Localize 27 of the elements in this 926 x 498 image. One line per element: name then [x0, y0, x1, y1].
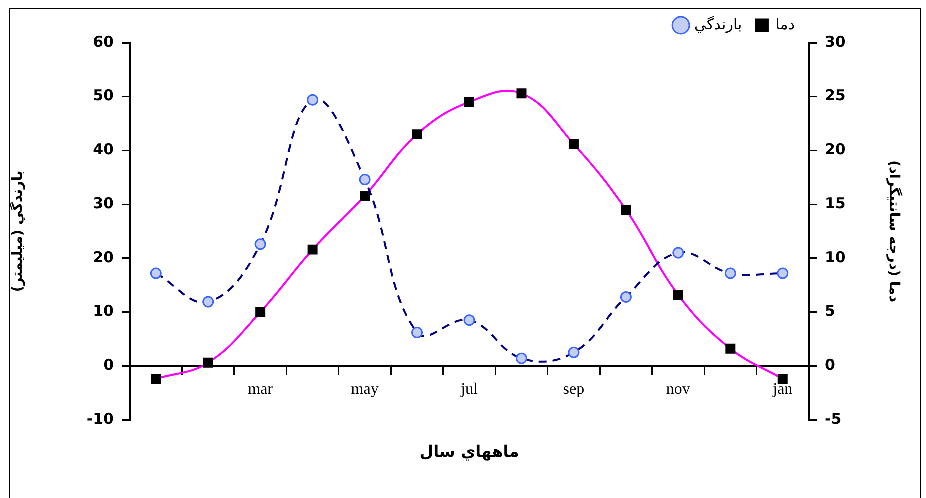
y-tick-label: 30: [93, 194, 114, 212]
x-tick-label: mar: [248, 380, 274, 398]
x-tick-label: jan: [772, 380, 793, 398]
y-tick-label: 0: [104, 356, 114, 374]
y2-tick-label: 0: [825, 356, 836, 374]
legend-label: بارندگي: [694, 15, 742, 34]
y2-tick-label: 25: [825, 86, 846, 105]
y2-tick-label: 30: [825, 32, 846, 51]
x-tick-label: jul: [460, 380, 478, 398]
x-tick-label: may: [351, 380, 379, 398]
x-tick-label: nov: [666, 380, 690, 398]
legend-label: دما: [776, 15, 796, 34]
y2-tick-label: 15: [825, 194, 846, 212]
y2-tick-label: 20: [825, 140, 846, 159]
y2-tick-label: -5: [825, 410, 842, 428]
y2-tick-label: 10: [825, 248, 846, 266]
y-tick-label: 60: [93, 32, 114, 51]
x-axis-title: ماههاي سال: [418, 442, 520, 461]
y-tick-label: 20: [93, 248, 114, 266]
y-tick-label: -10: [86, 410, 114, 428]
y-tick-label: 10: [93, 302, 114, 320]
y2-tick-label: 5: [825, 302, 836, 320]
y-tick-label: 50: [93, 86, 114, 105]
y-axis-title: بارندگي (ميليمتر): [9, 170, 26, 292]
y-tick-label: 40: [93, 140, 114, 159]
x-tick-label: sep: [563, 380, 585, 398]
y2-axis-title: دما (درجه سانتيگراد): [886, 160, 903, 303]
